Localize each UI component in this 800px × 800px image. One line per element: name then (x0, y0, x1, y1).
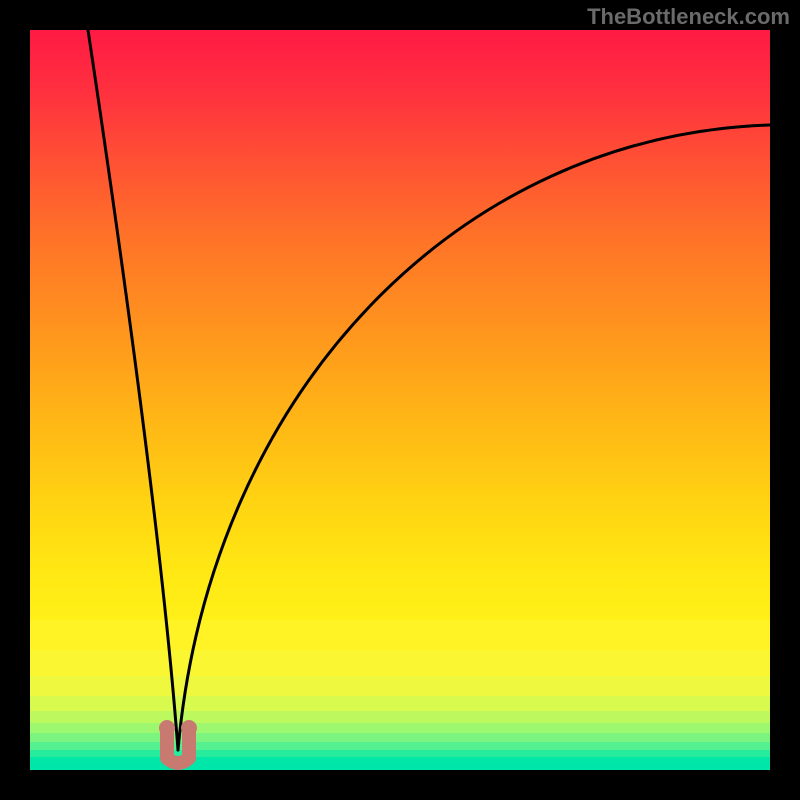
watermark-text: TheBottleneck.com (587, 4, 790, 30)
bottleneck-chart (30, 30, 770, 770)
chart-container: TheBottleneck.com (0, 0, 800, 800)
